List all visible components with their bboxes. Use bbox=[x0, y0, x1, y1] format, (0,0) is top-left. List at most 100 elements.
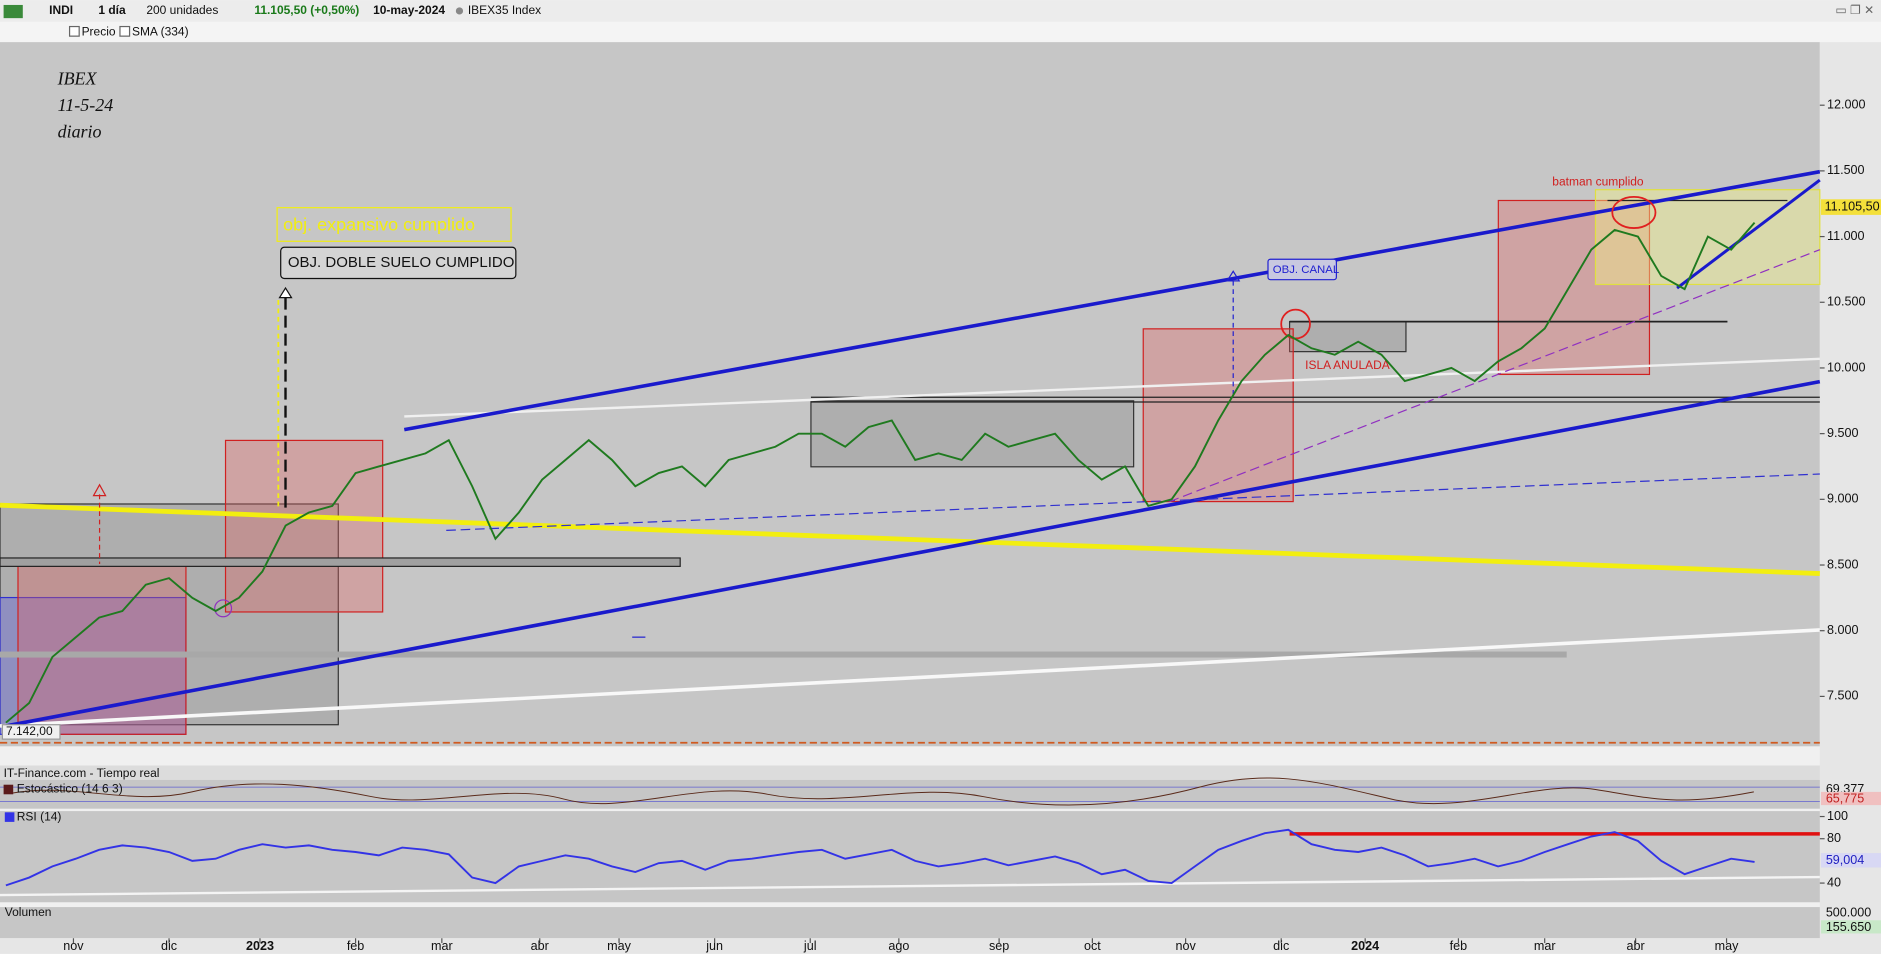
chart-icon[interactable] bbox=[3, 4, 23, 19]
last-label: 11.105,50 bbox=[1825, 199, 1880, 213]
window-controls[interactable]: ▭ ❐ ✕ bbox=[1835, 3, 1874, 17]
stoch-d: 65,775 bbox=[1826, 791, 1864, 805]
volume-last: 155.650 bbox=[1826, 920, 1871, 934]
highlight-circle bbox=[1611, 195, 1657, 229]
x-tick-label: mar bbox=[431, 939, 453, 953]
x-tick-label: feb bbox=[347, 939, 364, 953]
series-line bbox=[5, 222, 1756, 724]
stochastic-label: Estocástico (14 6 3) bbox=[17, 782, 123, 796]
arrow-head bbox=[1226, 270, 1241, 282]
range-box bbox=[1142, 328, 1294, 503]
note: diario bbox=[58, 121, 102, 141]
x-tick-label: dic bbox=[1273, 939, 1289, 953]
range-box bbox=[0, 503, 339, 726]
annotation: ISLA ANULADA bbox=[1305, 358, 1390, 372]
series-line bbox=[5, 828, 1755, 887]
volume-tick: 500.000 bbox=[1826, 905, 1871, 919]
stoch-flag bbox=[1821, 791, 1881, 806]
label-box bbox=[1267, 258, 1337, 281]
x-tick-label: mar bbox=[1534, 939, 1556, 953]
trend-line bbox=[0, 875, 1820, 897]
x-tick-label: 2024 bbox=[1351, 939, 1379, 953]
channel-line bbox=[5, 379, 1821, 728]
level-band bbox=[0, 651, 1567, 658]
label-box bbox=[276, 207, 512, 242]
checkbox[interactable] bbox=[119, 25, 131, 37]
interval[interactable]: 1 día bbox=[98, 3, 126, 17]
y-tick-label: 7.500 bbox=[1827, 689, 1858, 703]
x-tick-label: 2023 bbox=[246, 939, 274, 953]
x-tick-label: dic bbox=[161, 939, 177, 953]
note: 11-5-24 bbox=[58, 95, 114, 115]
y-tick-label: 10.500 bbox=[1827, 295, 1865, 309]
annotation: obj. expansivo cumplido bbox=[283, 214, 475, 234]
highlight-circle bbox=[214, 599, 233, 618]
range-box bbox=[17, 560, 187, 735]
y-tick-label: 12.000 bbox=[1827, 98, 1865, 112]
time-axis bbox=[0, 938, 1881, 954]
toolbar bbox=[0, 0, 1881, 22]
legend-bar bbox=[0, 21, 1881, 43]
x-tick-label: nov bbox=[63, 939, 84, 953]
y-tick-label: 9.500 bbox=[1827, 426, 1858, 440]
instrument: IBEX35 Index bbox=[468, 3, 541, 17]
trend-line bbox=[1169, 249, 1821, 503]
rsi-last: 59,004 bbox=[1826, 853, 1864, 867]
rsi-flag bbox=[1821, 853, 1881, 868]
y-tick-label: 40 bbox=[1827, 875, 1841, 889]
x-tick-label: oct bbox=[1084, 939, 1101, 953]
date: 10-may-2024 bbox=[373, 3, 445, 17]
symbol[interactable]: INDI bbox=[49, 3, 73, 17]
swatch bbox=[3, 784, 14, 795]
note: IBEX bbox=[57, 69, 98, 89]
level-band bbox=[0, 557, 681, 567]
channel-line bbox=[403, 169, 1821, 432]
low-flag bbox=[1, 724, 61, 740]
label-box bbox=[280, 246, 517, 280]
x-tick-label: abr bbox=[1627, 939, 1645, 953]
wedge-line bbox=[1676, 178, 1821, 290]
rsi-panel bbox=[0, 811, 1820, 903]
units[interactable]: 200 unidades bbox=[146, 3, 218, 17]
trend-line bbox=[404, 357, 1820, 418]
arrow-head bbox=[278, 286, 293, 299]
stochastic-line bbox=[11, 777, 1754, 806]
swatch bbox=[4, 812, 15, 822]
y-tick-label: 100 bbox=[1827, 809, 1848, 823]
legend-sma: SMA (334) bbox=[132, 25, 189, 39]
source-bar bbox=[0, 765, 1820, 780]
trend-line bbox=[446, 473, 1820, 531]
source: IT-Finance.com - Tiempo real bbox=[4, 766, 160, 780]
rsi-label: RSI (14) bbox=[17, 809, 62, 823]
checkbox[interactable] bbox=[68, 25, 80, 37]
drawings bbox=[0, 169, 1821, 735]
x-tick-label: may bbox=[607, 939, 631, 953]
arrow-head bbox=[92, 483, 107, 497]
y-tick-label: 11.500 bbox=[1827, 163, 1865, 177]
y-tick-label: 8.500 bbox=[1827, 557, 1858, 571]
trend-line bbox=[0, 628, 1820, 728]
x-tick-label: jun bbox=[705, 939, 723, 953]
y-tick-label: 80 bbox=[1827, 831, 1841, 845]
series-layer: 12.000 11.500 11.000 10.500 10.000 9.500 9.000… bbox=[5, 98, 1866, 953]
annotation: batman cumplido bbox=[1552, 175, 1644, 189]
y-tick-label: 11.000 bbox=[1827, 229, 1865, 243]
volume-flag bbox=[1821, 920, 1881, 934]
status-dot bbox=[455, 7, 464, 15]
last-flag bbox=[1821, 199, 1881, 215]
y-tick-label: 8.000 bbox=[1827, 623, 1858, 637]
x-tick-label: sep bbox=[989, 939, 1009, 953]
x-tick-label: nov bbox=[1175, 939, 1196, 953]
annotation: OBJ. DOBLE SUELO CUMPLIDO bbox=[288, 254, 515, 271]
x-tick-label: jul bbox=[803, 939, 817, 953]
x-tick-label: may bbox=[1715, 939, 1739, 953]
volume-label: Volumen bbox=[5, 905, 52, 919]
legend-price: Precio bbox=[82, 25, 116, 39]
volume-panel bbox=[0, 907, 1820, 939]
x-tick-label: feb bbox=[1450, 939, 1468, 953]
y-tick-label: 9.000 bbox=[1827, 492, 1858, 506]
y-tick-label: 10.000 bbox=[1827, 360, 1865, 374]
low-label: 7.142,00 bbox=[6, 724, 53, 738]
